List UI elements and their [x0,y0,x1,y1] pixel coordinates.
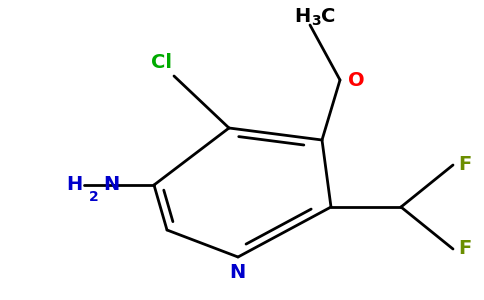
Text: N: N [103,176,119,194]
Text: O: O [348,70,364,89]
Text: N: N [229,263,245,283]
Text: H: H [294,8,310,26]
Text: H: H [66,176,82,194]
Text: Cl: Cl [151,53,172,72]
Text: C: C [321,8,335,26]
Text: F: F [458,155,471,175]
Text: 2: 2 [89,190,99,204]
Text: 3: 3 [311,14,320,28]
Text: F: F [458,239,471,259]
